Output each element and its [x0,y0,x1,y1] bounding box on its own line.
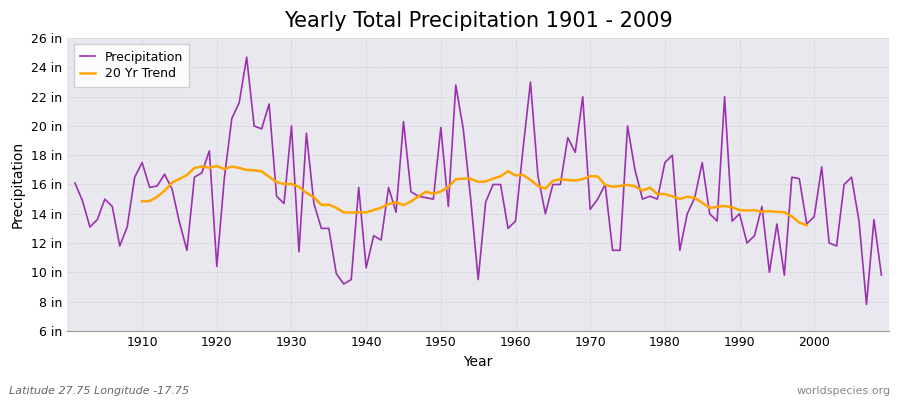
Line: Precipitation: Precipitation [75,57,881,304]
Precipitation [876,273,886,278]
20 Yr Trend [801,223,812,228]
20 Yr Trend [697,200,707,205]
Precipitation [608,248,618,253]
20 Yr Trend [778,210,789,215]
Text: worldspecies.org: worldspecies.org [796,386,891,396]
20 Yr Trend [608,184,618,189]
Precipitation [346,277,356,282]
Precipitation [510,219,521,224]
Text: Latitude 27.75 Longitude -17.75: Latitude 27.75 Longitude -17.75 [9,386,189,396]
Y-axis label: Precipitation: Precipitation [11,141,25,228]
Legend: Precipitation, 20 Yr Trend: Precipitation, 20 Yr Trend [74,44,190,87]
X-axis label: Year: Year [464,355,493,369]
Title: Yearly Total Precipitation 1901 - 2009: Yearly Total Precipitation 1901 - 2009 [284,11,672,31]
20 Yr Trend [346,210,356,215]
Precipitation [241,55,252,60]
20 Yr Trend [234,166,245,170]
20 Yr Trend [712,204,723,209]
Precipitation [130,175,140,180]
20 Yr Trend [212,164,222,168]
Precipitation [301,131,311,136]
Precipitation [861,302,872,307]
Precipitation [69,181,80,186]
20 Yr Trend [137,199,148,204]
Precipitation [518,147,528,152]
Line: 20 Yr Trend: 20 Yr Trend [142,166,806,225]
